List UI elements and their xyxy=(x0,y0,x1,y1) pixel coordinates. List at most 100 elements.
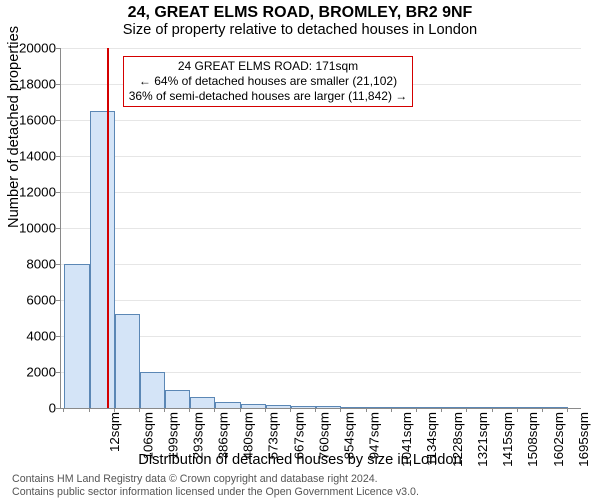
x-tick-mark xyxy=(63,408,64,412)
y-tick-label: 14000 xyxy=(6,149,56,164)
x-tick-label: 106sqm xyxy=(140,412,155,459)
x-tick-mark xyxy=(265,408,266,412)
histogram-bar xyxy=(215,402,240,408)
histogram-bar xyxy=(341,407,366,408)
x-tick-mark xyxy=(391,408,392,412)
gridline xyxy=(61,300,581,301)
y-tick-label: 4000 xyxy=(6,329,56,344)
x-tick-mark xyxy=(164,408,165,412)
gridline xyxy=(61,120,581,121)
histogram-bar xyxy=(543,407,568,408)
annotation-line-2: ← 64% of detached houses are smaller (21… xyxy=(128,74,408,89)
x-tick-mark xyxy=(542,408,543,412)
x-tick-mark xyxy=(567,408,568,412)
chart-container: 24, GREAT ELMS ROAD, BROMLEY, BR2 9NF Si… xyxy=(0,0,600,500)
x-tick-mark xyxy=(315,408,316,412)
x-tick-label: 199sqm xyxy=(165,412,180,459)
x-tick-mark xyxy=(139,408,140,412)
histogram-bar xyxy=(241,404,266,409)
x-tick-label: 480sqm xyxy=(241,412,256,459)
x-tick-label: 573sqm xyxy=(266,412,281,459)
gridline xyxy=(61,192,581,193)
annotation-box: 24 GREAT ELMS ROAD: 171sqm ← 64% of deta… xyxy=(123,56,413,107)
y-tick-mark xyxy=(56,120,60,121)
x-tick-mark xyxy=(340,408,341,412)
x-tick-mark xyxy=(441,408,442,412)
histogram-bar xyxy=(316,406,341,408)
gridline xyxy=(61,156,581,157)
histogram-bar xyxy=(467,407,492,408)
histogram-bar xyxy=(518,407,543,408)
annotation-line-3: 36% of semi-detached houses are larger (… xyxy=(128,89,408,104)
y-tick-mark xyxy=(56,408,60,409)
histogram-bar xyxy=(493,407,518,408)
histogram-bar xyxy=(165,390,190,408)
y-tick-label: 6000 xyxy=(6,293,56,308)
histogram-bar xyxy=(90,111,115,408)
y-tick-label: 0 xyxy=(6,401,56,416)
histogram-bar xyxy=(64,264,89,408)
gridline xyxy=(61,48,581,49)
x-tick-mark xyxy=(114,408,115,412)
x-tick-mark xyxy=(189,408,190,412)
chart-title-line2: Size of property relative to detached ho… xyxy=(0,22,600,38)
histogram-bar xyxy=(115,314,140,408)
y-tick-mark xyxy=(56,372,60,373)
annotation-line-1: 24 GREAT ELMS ROAD: 171sqm xyxy=(128,59,408,74)
x-tick-mark xyxy=(492,408,493,412)
y-tick-mark xyxy=(56,192,60,193)
y-tick-label: 12000 xyxy=(6,185,56,200)
x-tick-label: 1041sqm xyxy=(399,412,414,467)
chart-title-line1: 24, GREAT ELMS ROAD, BROMLEY, BR2 9NF xyxy=(0,4,600,22)
plot-area: 24 GREAT ELMS ROAD: 171sqm ← 64% of deta… xyxy=(60,48,581,409)
x-tick-label: 1415sqm xyxy=(500,412,515,467)
y-tick-mark xyxy=(56,264,60,265)
footer-line-1: Contains HM Land Registry data © Crown c… xyxy=(12,473,419,485)
y-tick-label: 2000 xyxy=(6,365,56,380)
histogram-bar xyxy=(266,405,291,408)
gridline xyxy=(61,228,581,229)
x-tick-mark xyxy=(366,408,367,412)
footer-line-2: Contains public sector information licen… xyxy=(12,486,419,498)
x-tick-label: 667sqm xyxy=(291,412,306,459)
x-tick-label: 947sqm xyxy=(367,412,382,459)
y-tick-label: 18000 xyxy=(6,77,56,92)
x-tick-label: 293sqm xyxy=(190,412,205,459)
x-tick-label: 12sqm xyxy=(107,412,122,452)
x-tick-label: 760sqm xyxy=(316,412,331,459)
histogram-bar xyxy=(190,397,215,408)
histogram-bar xyxy=(417,407,442,408)
x-tick-label: 854sqm xyxy=(342,412,357,459)
footer: Contains HM Land Registry data © Crown c… xyxy=(12,473,419,498)
x-tick-label: 1695sqm xyxy=(576,412,591,467)
y-tick-mark xyxy=(56,300,60,301)
histogram-bar xyxy=(140,372,165,408)
histogram-bar xyxy=(392,407,417,408)
x-tick-mark xyxy=(89,408,90,412)
x-tick-mark xyxy=(416,408,417,412)
y-tick-label: 16000 xyxy=(6,113,56,128)
property-marker-line xyxy=(107,48,109,408)
x-tick-label: 1228sqm xyxy=(450,412,465,467)
y-tick-mark xyxy=(56,84,60,85)
x-tick-label: 1602sqm xyxy=(550,412,565,467)
y-tick-label: 10000 xyxy=(6,221,56,236)
x-tick-label: 1134sqm xyxy=(423,412,438,466)
y-tick-mark xyxy=(56,336,60,337)
x-tick-mark xyxy=(517,408,518,412)
x-tick-mark xyxy=(290,408,291,412)
gridline xyxy=(61,264,581,265)
x-tick-label: 1508sqm xyxy=(525,412,540,467)
y-tick-mark xyxy=(56,48,60,49)
x-tick-mark xyxy=(466,408,467,412)
x-tick-label: 1321sqm xyxy=(475,412,490,467)
x-tick-mark xyxy=(240,408,241,412)
y-tick-mark xyxy=(56,156,60,157)
histogram-bar xyxy=(291,406,316,408)
y-tick-label: 20000 xyxy=(6,41,56,56)
y-tick-label: 8000 xyxy=(6,257,56,272)
y-tick-mark xyxy=(56,228,60,229)
histogram-bar xyxy=(442,407,467,408)
x-tick-label: 386sqm xyxy=(215,412,230,459)
histogram-bar xyxy=(367,407,392,408)
